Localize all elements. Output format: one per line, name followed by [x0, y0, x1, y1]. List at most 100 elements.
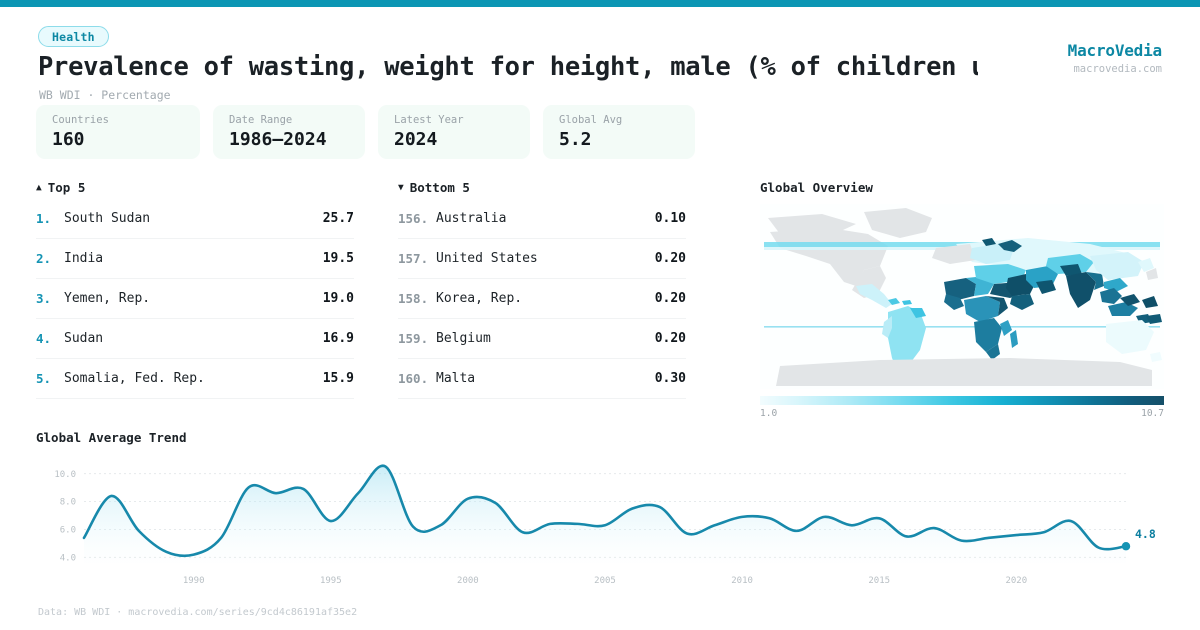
- stat-label: Countries: [52, 114, 109, 126]
- x-tick-label: 2015: [868, 576, 890, 586]
- country-value: 0.20: [654, 251, 686, 266]
- table-row[interactable]: 5. Somalia, Fed. Rep. 15.9: [36, 359, 354, 399]
- x-tick-label: 1990: [183, 576, 205, 586]
- chart-y-axis-labels: 4.0 6.0 8.0 10.0: [54, 470, 76, 564]
- brand: MacroVedia macrovedia.com: [1067, 41, 1163, 75]
- chart-end-point: [1121, 542, 1131, 551]
- x-tick-label: 2005: [594, 576, 616, 586]
- page-title: Prevalence of wasting, weight for height…: [38, 52, 978, 82]
- rank: 1.: [36, 211, 52, 226]
- country-name: Korea, Rep.: [436, 291, 523, 306]
- legend-ticks: 1.0 10.7: [760, 408, 1164, 419]
- table-row[interactable]: 4. Sudan 16.9: [36, 319, 354, 359]
- category-badge[interactable]: Health: [38, 26, 109, 47]
- rank: 2.: [36, 251, 52, 266]
- stat-card-date-range: Date Range 1986—2024: [213, 105, 365, 159]
- country-value: 0.10: [654, 211, 686, 226]
- country-value: 16.9: [322, 331, 354, 346]
- rank: 156.: [398, 211, 429, 226]
- global-average-trend-panel: Global Average Trend 4.0 6.0 8.0 10.0 4.8 1…: [36, 430, 1164, 596]
- map-legend: 1.0 10.7: [760, 396, 1164, 419]
- map-title: Global Overview: [760, 180, 873, 195]
- rank: 3.: [36, 291, 52, 306]
- brand-url: macrovedia.com: [1073, 63, 1162, 75]
- world-choropleth-map[interactable]: [760, 204, 1164, 389]
- country-name: Australia: [436, 211, 507, 226]
- caret-up-icon: ▲: [36, 181, 42, 193]
- country-name: Belgium: [436, 331, 491, 346]
- stat-value: 160: [52, 129, 85, 150]
- table-row[interactable]: 158. Korea, Rep. 0.20: [398, 279, 686, 319]
- legend-max-label: 10.7: [1141, 408, 1164, 419]
- rank: 160.: [398, 371, 429, 386]
- country-name: United States: [436, 251, 538, 266]
- rank: 158.: [398, 291, 429, 306]
- trend-chart[interactable]: 4.0 6.0 8.0 10.0 4.8 1990 1995 2000 2005 2010 20…: [36, 451, 1164, 596]
- country-name: Yemen, Rep.: [64, 291, 151, 306]
- trend-title: Global Average Trend: [36, 430, 187, 445]
- bottom-5-title: Bottom 5: [409, 180, 470, 195]
- brand-name: MacroVedia: [1067, 41, 1163, 60]
- country-name: Somalia, Fed. Rep.: [64, 371, 205, 386]
- table-row[interactable]: 159. Belgium 0.20: [398, 319, 686, 359]
- table-row[interactable]: 156. Australia 0.10: [398, 199, 686, 239]
- country-value: 25.7: [322, 211, 354, 226]
- stat-value: 1986—2024: [229, 129, 327, 150]
- x-tick-label: 1995: [320, 576, 342, 586]
- country-name: South Sudan: [64, 211, 151, 226]
- country-value: 0.30: [654, 371, 686, 386]
- top-accent-bar: [0, 0, 1200, 7]
- top-5-heading: ▲ Top 5: [36, 180, 354, 195]
- table-row[interactable]: 160. Malta 0.30: [398, 359, 686, 399]
- country-name: India: [64, 251, 104, 266]
- trend-chart-svg: 4.0 6.0 8.0 10.0 4.8 1990 1995 2000 2005 2010 20…: [54, 464, 1156, 586]
- country-value: 0.20: [654, 331, 686, 346]
- country-value: 19.0: [322, 291, 354, 306]
- rank: 159.: [398, 331, 429, 346]
- table-row[interactable]: 3. Yemen, Rep. 19.0: [36, 279, 354, 319]
- bottom-5-heading: ▼ Bottom 5: [398, 180, 686, 195]
- country-value: 0.20: [654, 291, 686, 306]
- stat-label: Latest Year: [394, 114, 464, 126]
- table-row[interactable]: 1. South Sudan 25.7: [36, 199, 354, 239]
- rank: 5.: [36, 371, 52, 386]
- header: Health Prevalence of wasting, weight for…: [0, 7, 1200, 102]
- table-row[interactable]: 2. India 19.5: [36, 239, 354, 279]
- stat-card-global-avg: Global Avg 5.2: [543, 105, 695, 159]
- y-tick-label: 6.0: [60, 526, 76, 536]
- stat-card-countries: Countries 160: [36, 105, 200, 159]
- x-tick-label: 2020: [1005, 576, 1027, 586]
- top-5-title: Top 5: [47, 180, 86, 195]
- map-svg: [764, 208, 1162, 386]
- rank: 157.: [398, 251, 429, 266]
- legend-min-label: 1.0: [760, 408, 778, 419]
- footer-source: Data: WB WDI · macrovedia.com/series/9cd…: [38, 607, 358, 618]
- page-subtitle: WB WDI · Percentage: [39, 88, 171, 102]
- global-overview-panel: Global Overview: [760, 180, 1164, 419]
- table-row[interactable]: 157. United States 0.20: [398, 239, 686, 279]
- y-tick-label: 10.0: [54, 470, 76, 480]
- chart-line: [82, 464, 1128, 558]
- y-tick-label: 4.0: [60, 554, 76, 564]
- chart-x-axis-labels: 1990 1995 2000 2005 2010 2015 2020: [183, 576, 1027, 586]
- bottom-5-panel: ▼ Bottom 5 156. Australia 0.10 157. Unit…: [398, 180, 686, 399]
- rank: 4.: [36, 331, 52, 346]
- country-name: Sudan: [64, 331, 104, 346]
- chart-area-fill: [84, 465, 1126, 563]
- country-name: Malta: [436, 371, 476, 386]
- stat-card-row: Countries 160 Date Range 1986—2024 Lates…: [36, 105, 695, 159]
- y-tick-label: 8.0: [60, 498, 76, 508]
- country-value: 15.9: [322, 371, 354, 386]
- caret-down-icon: ▼: [398, 181, 404, 193]
- stat-value: 5.2: [559, 129, 592, 150]
- x-tick-label: 2010: [731, 576, 753, 586]
- chart-end-label: 4.8: [1135, 527, 1156, 541]
- stat-label: Global Avg: [559, 114, 623, 126]
- legend-gradient-bar: [760, 396, 1164, 405]
- top-5-panel: ▲ Top 5 1. South Sudan 25.7 2. India 19.…: [36, 180, 354, 399]
- stat-value: 2024: [394, 129, 438, 150]
- stat-label: Date Range: [229, 114, 293, 126]
- x-tick-label: 2000: [457, 576, 479, 586]
- stat-card-latest-year: Latest Year 2024: [378, 105, 530, 159]
